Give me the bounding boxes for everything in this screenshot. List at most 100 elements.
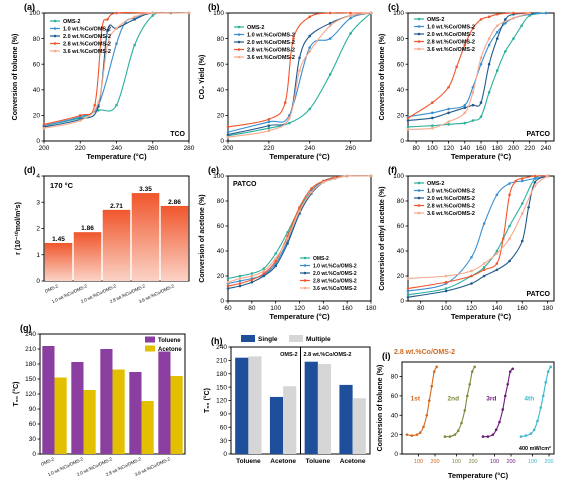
panel-b-data-point [308,34,312,38]
panel-e-data-point [310,190,313,194]
panel-f-data-point [495,193,499,197]
panel-e-legend-label: 2.0 wt.%Co/OMS-2 [313,271,357,277]
panel-f-legend-label: OMS-2 [427,181,444,187]
panel-a-xtick-label: 280 [184,145,195,152]
panel-h-ytick-label: 210 [216,358,227,365]
panel-i-axes-frame [401,361,555,455]
panel-e-data-point [286,237,289,240]
panel-i-data-point [453,433,457,436]
panel-f-data-point [495,249,499,253]
panel-f-data-point [527,205,530,209]
panel-f-data-point [508,193,511,197]
panel-f-data-point [495,262,499,265]
panel-e-data-point [250,272,254,275]
panel-b-legend-marker [237,40,241,44]
panel-i-series-line [482,368,514,438]
panel-e-data-point [286,242,289,245]
panel-h-bar [304,361,318,454]
panel-h-category-label: Toluene [306,458,331,465]
panel-e-data-point [250,278,254,282]
panel-e-xtick-label: 180 [366,305,377,312]
panel-i-xtick-label: 100 [414,459,423,465]
panel-e-legend-label: 3.6 wt.%Co/OMS-2 [313,286,357,292]
panel-a-ylabel: Conversion of toluene (%) [12,34,19,121]
panel-b-ytick-label: 20 [217,113,225,120]
panel-d-panel-letter: (d) [24,165,36,175]
panel-e-xtick-label: 60 [224,305,232,312]
panel-c-data-point [406,116,410,120]
panel-g-bar [83,390,96,454]
panel-f-data-point [470,255,473,259]
panel-c-ytick-label: 100 [393,10,404,17]
panel-f-legend-marker [417,189,421,192]
panel-h-ytick-label: 240 [216,344,227,351]
panel-a-xtick-label: 200 [39,145,50,152]
panel-f-legend-label: 2.0 wt.%Co/OMS-2 [427,196,475,202]
panel-b-data-point [267,124,271,127]
panel-g-ytick-label: 60 [29,421,37,428]
panel-f-xtick-label: 160 [517,305,528,312]
panel-c-legend-marker [417,17,421,21]
panel-i-data-point [425,413,429,417]
panel-e-panel-letter: (e) [208,165,219,175]
panel-i-data-point [422,425,425,429]
panel-h-category-label: Acetone [340,458,366,465]
panel-f-data-point [533,174,537,178]
panel-f-data-point [546,174,549,178]
panel-i-ylabel: Conversion of toluene (%) [377,365,384,452]
panel-a-legend-label: OMS-2 [63,19,80,25]
panel-c-xtick-label: 140 [459,145,470,152]
panel-f-xtick-label: 80 [417,305,425,312]
panel-a-data-point [133,15,136,19]
panel-f-data-point [520,179,524,183]
panel-i-data-point [468,382,472,386]
panel-h-bar [317,363,332,454]
panel-i-data-point [519,435,523,438]
panel-c-data-point [520,24,523,28]
panel-a-panel-letter: (a) [24,2,35,12]
panel-g-ylabel: T₉₀ (°C) [12,381,20,406]
panel-f-legend-marker [417,204,421,207]
panel-g-bar [112,369,125,454]
panel-e-data-point [250,280,254,284]
panel-e-legend-marker [303,286,307,290]
panel-e-legend-marker [303,256,307,260]
panel-f-data-point [533,177,537,180]
panel-e-xtick-label: 100 [270,305,281,312]
panel-h-bar [235,357,249,454]
panel-c-data-point [471,103,475,107]
panel-g-legend-label: Toluene [158,338,181,344]
panel-c-ylabel: Conversion of toluene (%) [379,34,386,121]
panel-c-data-point [504,50,507,53]
panel-c-data-point [406,128,410,131]
panel-d-annotation: 170 °C [50,181,74,190]
panel-e-xtick-label: 160 [342,305,353,312]
panel-a-data-point [100,27,104,30]
panel-i-data-point [539,406,543,409]
panel-c-legend-label: OMS-2 [427,17,444,23]
panel-i-data-point [473,365,476,369]
panel-i-data-point [430,384,434,388]
panel-h-category-label: Toluene [236,458,261,465]
panel-b-axes-frame [227,12,372,142]
panel-i-data-point [435,365,438,369]
panel-f-legend-marker [417,211,421,215]
panel-g-bar [158,351,171,454]
panel-e-data-point [274,259,277,263]
panel-f-ytick-label: 100 [393,173,404,180]
panel-a-data-point [106,29,109,33]
panel-i-data-point [465,394,469,398]
panel-f-data-point [482,222,486,225]
panel-f-data-point [508,237,511,240]
panel-f-panel-letter: (f) [388,165,397,175]
panel-h-legend-swatch [289,335,303,342]
panel-a-data-point [115,42,118,46]
panel-e-data-point [298,205,301,209]
panel-h-right-title: 2.8 wt.%Co/OMS-2 [304,352,352,358]
panel-c-data-point [479,56,483,60]
panel-d-bar [160,205,189,281]
panel-h-panel-letter: (h) [211,336,223,346]
panel-d-bar-label: 2.71 [110,203,123,210]
panel-d-bar [44,242,73,281]
panel-f-xlabel: Temperature (°C) [451,312,512,321]
